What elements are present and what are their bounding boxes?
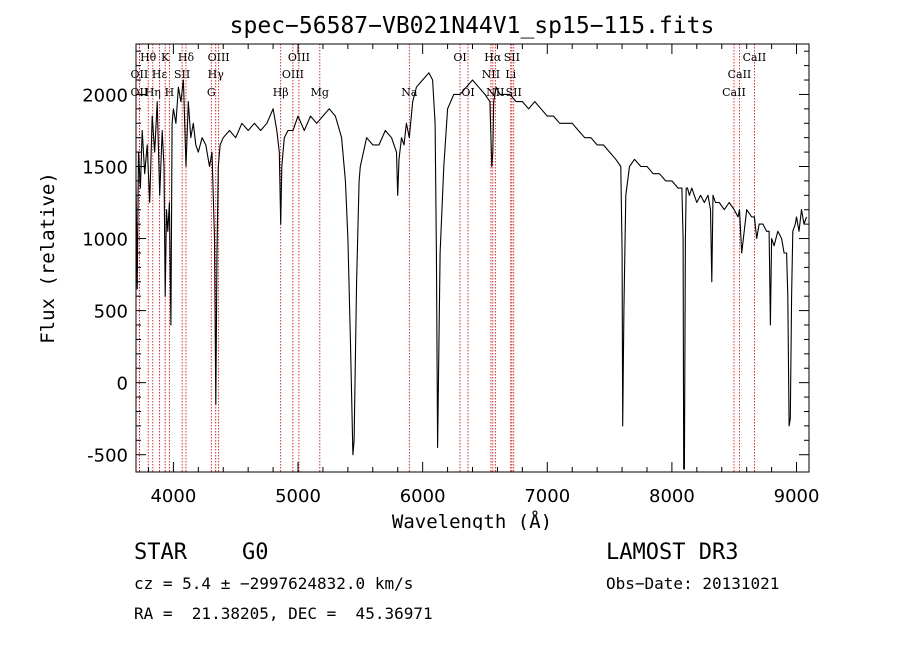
line-label: OI <box>453 51 466 64</box>
x-tick-label: 8000 <box>649 486 695 507</box>
survey-name: LAMOST DR3 <box>606 540 739 565</box>
line-label: CaII <box>722 86 746 99</box>
y-tick-label: 2000 <box>82 85 128 106</box>
spectrum-chart: spec−56587−VB021N44V1_sp15−115.fits Hθ K H… <box>37 13 819 530</box>
line-label: OIII <box>208 51 230 64</box>
plot-frame <box>135 43 810 473</box>
axis-ticks: 4000 5000 6000 7000 8000 9000 -500 0 500 1000 1500… <box>82 44 819 507</box>
line-label: Hα <box>484 51 502 64</box>
line-label: OII <box>131 86 149 99</box>
x-tick-label: 6000 <box>400 486 446 507</box>
x-tick-label: 7000 <box>524 486 570 507</box>
x-tick-label: 5000 <box>275 486 321 507</box>
x-tick-label: 4000 <box>150 486 196 507</box>
y-tick-label: 0 <box>117 374 128 395</box>
line-label: OII <box>131 68 149 81</box>
line-label: Hη <box>145 86 161 99</box>
line-label: Hθ <box>140 51 157 64</box>
y-axis-label: Flux (relative) <box>37 172 59 344</box>
chart-title: spec−56587−VB021N44V1_sp15−115.fits <box>230 13 715 39</box>
line-label: OIII <box>282 68 304 81</box>
line-label: H <box>165 86 175 99</box>
spectrum-line <box>135 72 808 470</box>
line-label: G <box>207 86 216 99</box>
y-tick-label: -500 <box>87 446 128 467</box>
line-label: SII <box>504 51 520 64</box>
line-label: Hγ <box>208 68 225 81</box>
line-label: OI <box>461 86 474 99</box>
line-markers <box>138 44 755 472</box>
object-subclass: G0 <box>242 540 269 565</box>
coordinates: RA = 21.38205, DEC = 45.36971 <box>134 604 433 623</box>
line-label: Li <box>505 68 516 81</box>
x-axis-label: Wavelength (Å) <box>392 510 552 530</box>
line-label: Hβ <box>273 86 289 99</box>
line-label: SII <box>174 68 190 81</box>
redshift-text: cz = 5.4 ± −2997624832.0 km/s <box>134 574 414 593</box>
line-label: K <box>161 51 170 64</box>
line-label: SII <box>506 86 522 99</box>
y-tick-label: 500 <box>94 302 128 323</box>
obs-date: Obs−Date: 20131021 <box>606 574 780 593</box>
object-class: STAR <box>134 540 187 565</box>
line-label: Mg <box>311 86 329 99</box>
line-label: Hδ <box>178 51 195 64</box>
x-tick-label: 9000 <box>774 486 820 507</box>
line-label: OIII <box>288 51 310 64</box>
y-tick-label: 1500 <box>82 157 128 178</box>
line-label: Hε <box>152 68 168 81</box>
y-tick-label: 1000 <box>82 230 128 251</box>
line-label: NII <box>482 68 500 81</box>
line-label: CaII <box>743 51 767 64</box>
line-label: CaII <box>728 68 752 81</box>
